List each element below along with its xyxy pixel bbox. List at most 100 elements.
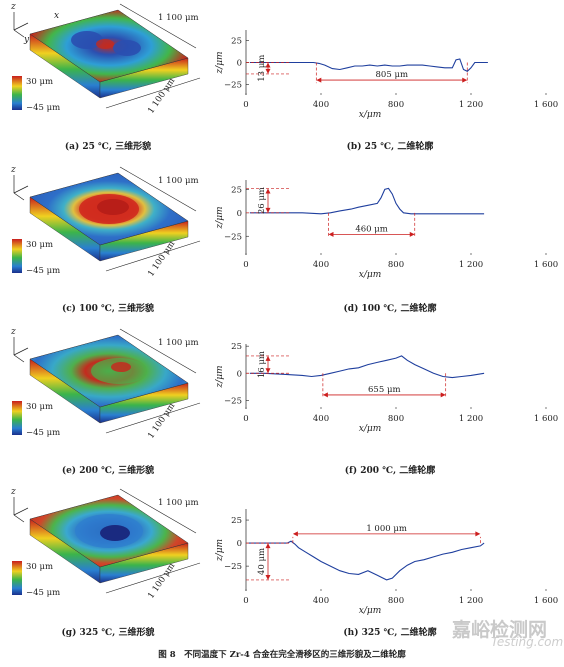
depth-arrow-head-top xyxy=(265,188,271,194)
x-tick-label: 800 xyxy=(388,260,404,270)
colorbar-min-label: −45 μm xyxy=(26,588,60,598)
axis-y-label: y xyxy=(23,35,30,45)
colorbar-max-label: 30 μm xyxy=(26,402,53,412)
colorbar-max-label: 30 μm xyxy=(26,562,53,572)
x-tick-label: 1 600 xyxy=(534,260,558,270)
depth-label: 13 μm xyxy=(257,55,267,82)
depth-arrow-head-top xyxy=(265,62,271,68)
size-x-label: 1 100 μm xyxy=(158,338,199,348)
depth-label: 16 μm xyxy=(257,351,267,378)
span-arrow-head-right xyxy=(462,77,468,83)
profile-line xyxy=(249,187,485,215)
watermark: 嘉峪检测网 Testing.com xyxy=(451,618,563,649)
pit-blob xyxy=(113,40,141,56)
y-tick-label: 25 xyxy=(231,185,242,195)
watermark-url: Testing.com xyxy=(491,635,563,649)
x-axis-label: x/μm xyxy=(359,424,382,434)
profile-line xyxy=(249,58,488,72)
profile-line xyxy=(249,355,485,379)
figure-caption: 图 8 不同温度下 Zr-4 合金在完全滑移区的三维形貌及二维轮廓 xyxy=(158,649,406,660)
profile-caption: (b) 25 ℃, 二维轮廓 xyxy=(347,140,434,152)
axis-z-label: z xyxy=(10,2,16,12)
span-label: 655 μm xyxy=(368,385,401,395)
x-tick-label: 400 xyxy=(313,414,329,424)
profile-caption: (f) 200 ℃, 二维轮廓 xyxy=(345,464,436,476)
span-arrow-head-right xyxy=(440,392,446,398)
dim-line-y xyxy=(105,402,201,434)
span-arrow-head-right xyxy=(409,231,415,237)
axis-y-line xyxy=(13,29,25,38)
y-axis-label: z/μm xyxy=(215,365,225,388)
axis-y-line xyxy=(13,514,25,523)
watermark-text: 嘉峪检测网 xyxy=(451,618,547,641)
y-tick-label: 25 xyxy=(231,342,242,352)
profile-chart-4: 0 400 800 1 200 1 600 25 0 −25 x/μm z/μm 1 000 μm 4… xyxy=(215,509,558,638)
y-tick-label: 0 xyxy=(237,209,242,219)
x-tick-label: 1 200 xyxy=(459,260,483,270)
profile-caption: (d) 100 ℃, 二维轮廓 xyxy=(344,302,437,314)
peak-blob xyxy=(111,362,131,372)
x-tick-label: 1 200 xyxy=(459,414,483,424)
x-axis-label: x/μm xyxy=(359,270,382,280)
depth-arrow-head-bottom xyxy=(265,368,271,374)
x-tick-label: 800 xyxy=(388,100,404,110)
y-tick-label: 0 xyxy=(237,539,242,549)
profile-line xyxy=(248,540,485,581)
y-axis-label: z/μm xyxy=(215,206,225,229)
dim-line-y xyxy=(105,240,201,272)
colorbar xyxy=(12,561,22,595)
dim-line-y xyxy=(105,77,201,109)
panel-3d-caption: (e) 200 ℃, 三维形貌 xyxy=(62,464,154,476)
axis-x-line xyxy=(13,347,29,356)
size-x-label: 1 100 μm xyxy=(158,13,199,23)
panel-3d-caption: (c) 100 ℃, 三维形貌 xyxy=(62,302,154,314)
pit-blob xyxy=(71,31,103,49)
colorbar-max-label: 30 μm xyxy=(26,77,53,87)
dim-line-x xyxy=(119,328,197,374)
x-tick-label: 0 xyxy=(243,414,248,424)
axis-z-label: z xyxy=(10,165,16,175)
dim-line-x xyxy=(119,488,197,534)
axis-x-line xyxy=(13,22,29,31)
panel-3d-caption: (a) 25 ℃, 三维形貌 xyxy=(65,140,151,152)
span-arrow-head-right xyxy=(475,531,481,537)
x-tick-label: 1 600 xyxy=(534,596,558,606)
profile-chart-2: 0 400 800 1 200 1 600 25 0 −25 x/μm z/μm 460 μm 26 … xyxy=(215,180,558,314)
size-x-label: 1 100 μm xyxy=(158,498,199,508)
x-tick-label: 800 xyxy=(388,596,404,606)
x-tick-label: 1 200 xyxy=(459,100,483,110)
span-arrow-head-left xyxy=(316,77,322,83)
span-label: 805 μm xyxy=(376,70,409,80)
panels-3d: 1 100 μm 1 100 μm z x y 30 μm −45 μm (a) 25 ℃, … xyxy=(10,2,201,638)
colorbar-min-label: −45 μm xyxy=(26,266,60,276)
x-tick-label: 0 xyxy=(243,260,248,270)
size-x-label: 1 100 μm xyxy=(158,176,199,186)
span-label: 460 μm xyxy=(355,224,388,234)
x-tick-label: 0 xyxy=(243,100,248,110)
axis-x-label: x xyxy=(54,11,59,21)
x-tick-label: 1 600 xyxy=(534,414,558,424)
peak-blob xyxy=(96,39,114,49)
span-arrow-head-left xyxy=(328,231,334,237)
colorbar-min-label: −45 μm xyxy=(26,103,60,113)
colorbar-max-label: 30 μm xyxy=(26,240,53,250)
depth-arrow-head-bottom xyxy=(265,207,271,213)
axis-z-label: z xyxy=(10,327,16,337)
axis-x-line xyxy=(13,185,29,194)
colorbar-min-label: −45 μm xyxy=(26,428,60,438)
x-axis-label: x/μm xyxy=(359,110,382,120)
depth-arrow-head-top xyxy=(265,355,271,361)
dim-line-y xyxy=(105,562,201,594)
y-tick-label: −25 xyxy=(224,396,242,406)
x-tick-label: 800 xyxy=(388,414,404,424)
span-arrow-head-left xyxy=(322,392,328,398)
span-arrow-head-left xyxy=(292,531,298,537)
y-tick-label: 25 xyxy=(231,37,242,47)
y-tick-label: −25 xyxy=(224,80,242,90)
